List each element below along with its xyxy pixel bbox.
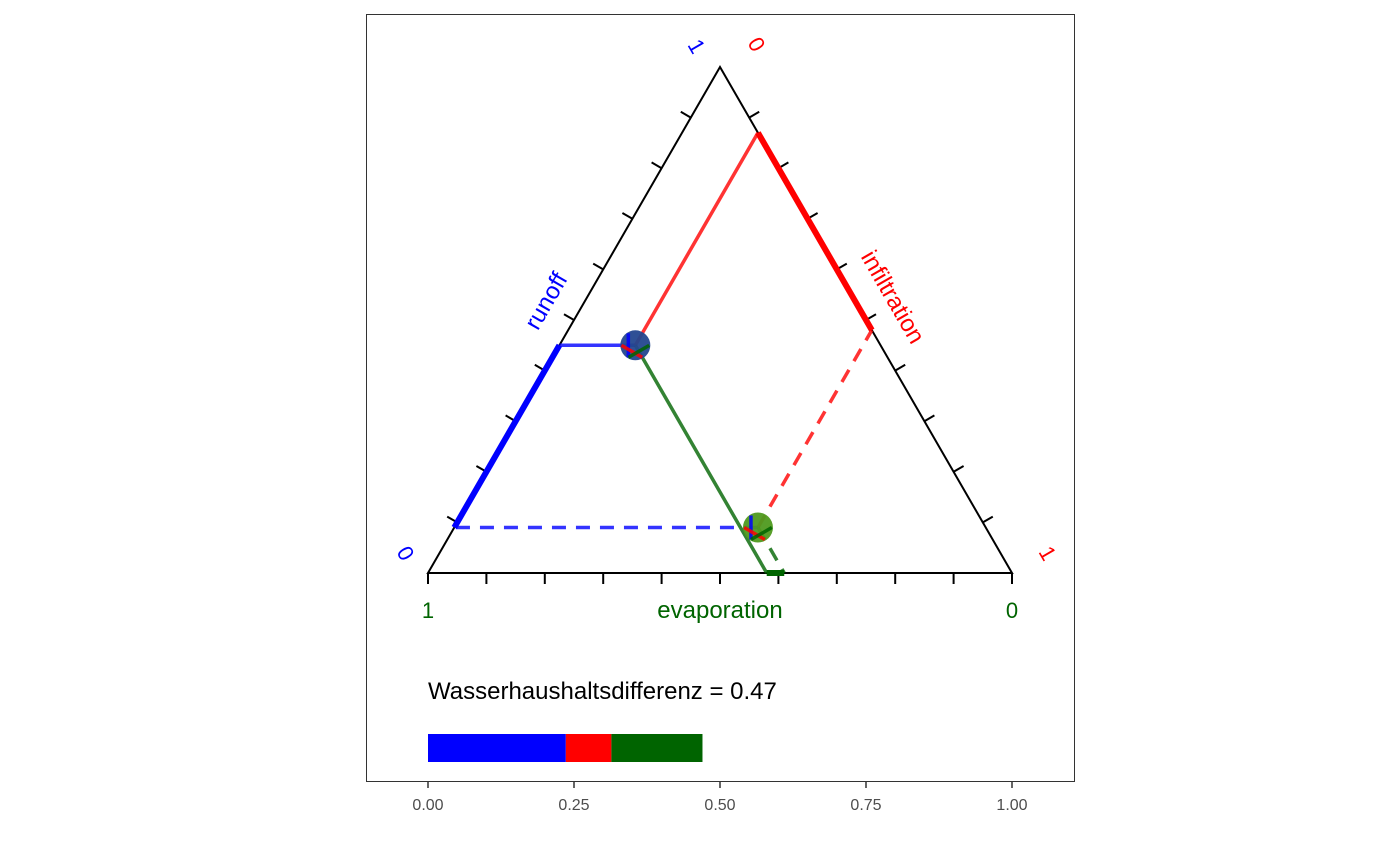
x-tick-label: 0.25: [558, 797, 589, 814]
infiltration-difference-segment: [755, 131, 875, 332]
evaporation-axis-title: evaporation: [657, 597, 782, 624]
point-1-marker-tick: [620, 343, 644, 359]
bar-segment-infiltration: [565, 734, 612, 762]
runoff-tick: [680, 110, 692, 119]
point-1-infiltration-projection: [633, 131, 760, 347]
ternary-triangle: [426, 64, 1014, 574]
x-tick-label: 0.00: [412, 797, 443, 814]
runoff-tick: [592, 262, 604, 271]
runoff-tick: [651, 161, 663, 170]
infiltration-min-label: 0: [743, 33, 771, 56]
bar-segment-runoff: [428, 734, 566, 762]
runoff-axis-title: runoff: [520, 268, 574, 335]
bar-segment-evaporation: [611, 734, 703, 762]
runoff-tick: [563, 313, 575, 321]
infiltration-tick: [953, 465, 965, 473]
point-1-marker-tick: [627, 343, 651, 359]
x-tick-label: 0.50: [704, 797, 735, 814]
infiltration-tick: [982, 515, 994, 524]
infiltration-max-label: 1: [1034, 542, 1062, 565]
difference-label: Wasserhaushaltsdifferenz = 0.47: [428, 678, 777, 705]
x-tick-label: 1.00: [996, 797, 1027, 814]
runoff-tick: [621, 212, 633, 220]
ternary-labels: 1 0 0 1 1 0 runoff infiltration evaporat…: [392, 33, 1062, 705]
x-tick-label: 0.75: [850, 797, 881, 814]
infiltration-tick: [894, 363, 906, 372]
evaporation-max-label: 1: [422, 598, 434, 623]
runoff-max-label: 1: [683, 35, 711, 58]
panel-border: [366, 14, 1075, 782]
infiltration-tick: [748, 110, 760, 119]
runoff-difference-segment: [451, 343, 562, 529]
runoff-min-label: 0: [392, 542, 420, 565]
ternary-geometry: [426, 64, 1014, 584]
evaporation-min-label: 0: [1006, 598, 1018, 623]
point-2-marker-tick: [750, 526, 773, 542]
infiltration-axis-title: infiltration: [855, 246, 930, 348]
infiltration-tick: [923, 414, 935, 423]
point-1-evaporation-projection: [633, 344, 769, 574]
point-2-infiltration-projection: [756, 329, 874, 529]
difference-bar: [428, 734, 703, 762]
x-axis: 0.00 0.25 0.50 0.75 1.00: [412, 782, 1028, 814]
point-2-marker-tick: [743, 526, 766, 542]
